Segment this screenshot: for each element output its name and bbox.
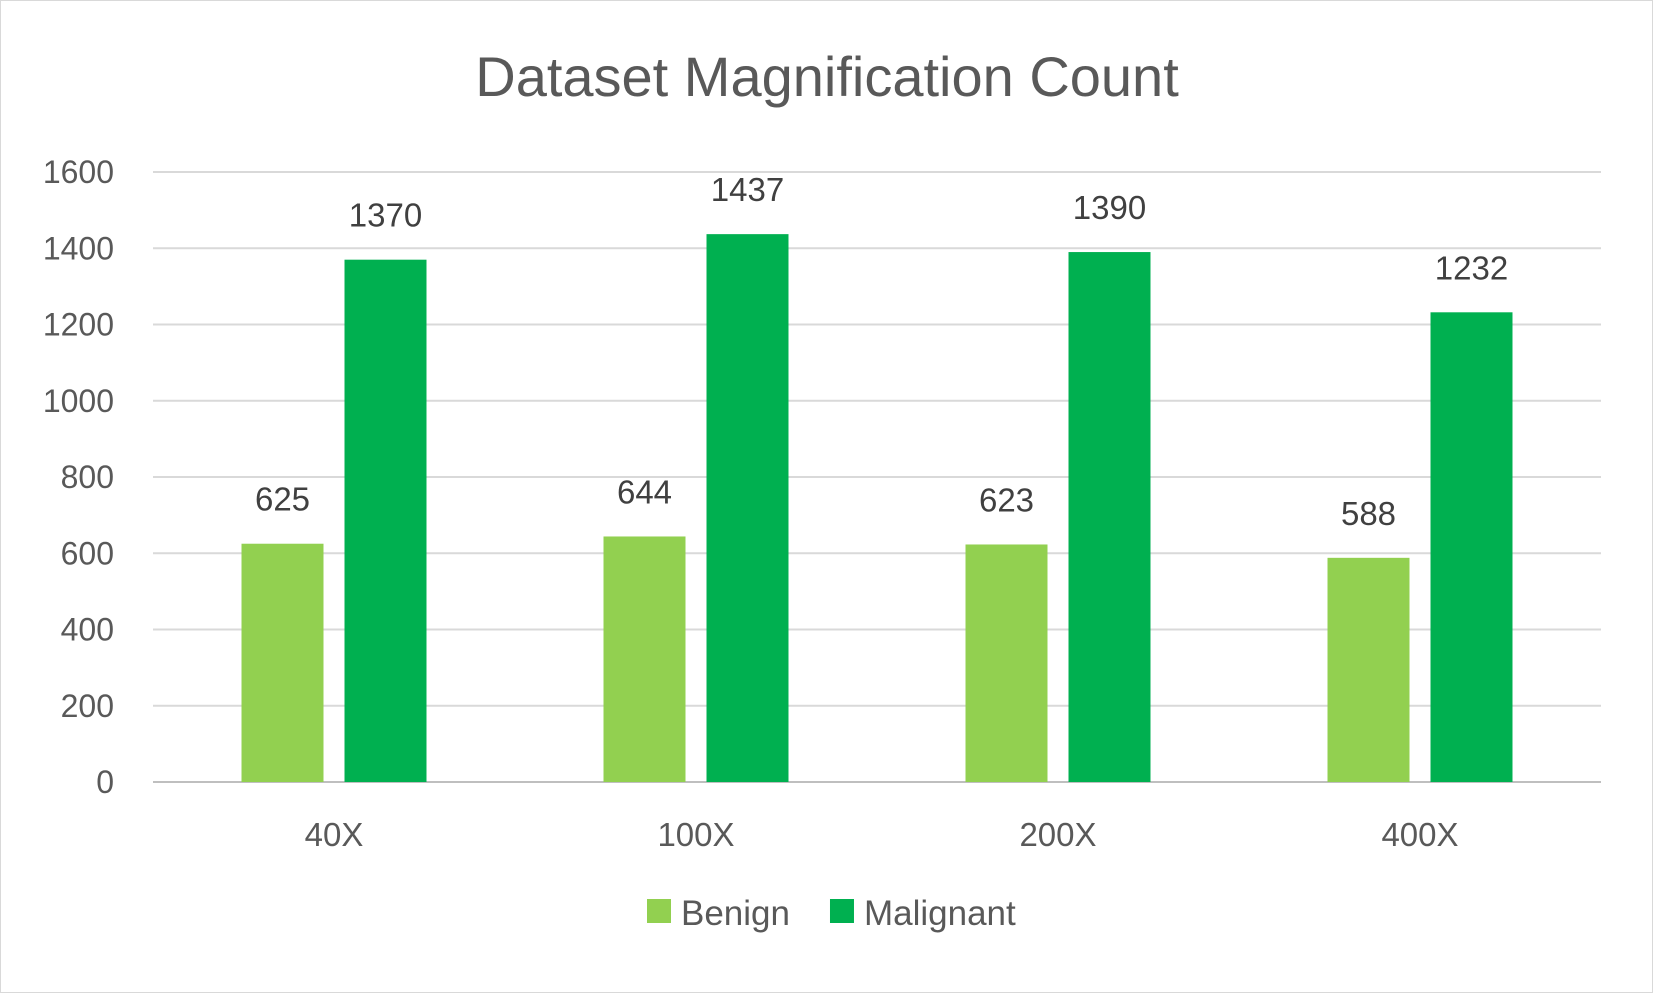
legend-swatch-malignant (829, 899, 854, 923)
x-category-label: 40X (305, 816, 364, 853)
bar-benign-100x (603, 536, 686, 782)
y-tick-label: 600 (61, 535, 114, 571)
y-tick-label: 1200 (43, 307, 114, 343)
data-label: 625 (255, 481, 310, 518)
data-label: 588 (1341, 495, 1396, 532)
legend: Benign Malignant (647, 894, 1016, 933)
x-category-label: 100X (657, 816, 734, 853)
data-label: 1370 (349, 197, 422, 234)
y-tick-label: 1000 (43, 383, 114, 419)
bar-malignant-100x (706, 234, 789, 783)
bar-benign-200x (965, 544, 1048, 782)
data-label: 1232 (1435, 249, 1508, 286)
bar-benign-400x (1327, 557, 1410, 782)
bar-malignant-400x (1430, 312, 1513, 782)
data-label: 1390 (1073, 189, 1146, 226)
data-label: 623 (979, 481, 1034, 518)
y-axis-tick-labels: 0 200 400 600 800 1000 1200 1400 1600 (43, 154, 114, 800)
y-tick-label: 400 (61, 612, 114, 648)
x-axis-category-labels: 40X 100X 200X 400X (305, 816, 1459, 853)
x-category-label: 400X (1381, 816, 1458, 853)
data-label: 1437 (711, 171, 784, 208)
legend-swatch-benign (647, 899, 671, 923)
bar-benign-40x (241, 543, 324, 782)
bar-malignant-40x (344, 259, 427, 782)
legend-label-malignant: Malignant (864, 894, 1016, 933)
data-labels: 625 1370 644 1437 623 1390 588 1232 (255, 171, 1508, 532)
legend-label-benign: Benign (681, 894, 790, 933)
y-tick-label: 0 (96, 764, 114, 800)
y-tick-label: 1600 (43, 154, 114, 190)
bar-malignant-200x (1068, 252, 1151, 782)
y-tick-label: 1400 (43, 230, 114, 266)
chart-title: Dataset Magnification Count (475, 45, 1179, 108)
y-tick-label: 800 (61, 459, 114, 495)
data-label: 644 (617, 473, 672, 510)
x-category-label: 200X (1019, 816, 1096, 853)
bars (241, 234, 1513, 783)
y-tick-label: 200 (61, 688, 114, 724)
